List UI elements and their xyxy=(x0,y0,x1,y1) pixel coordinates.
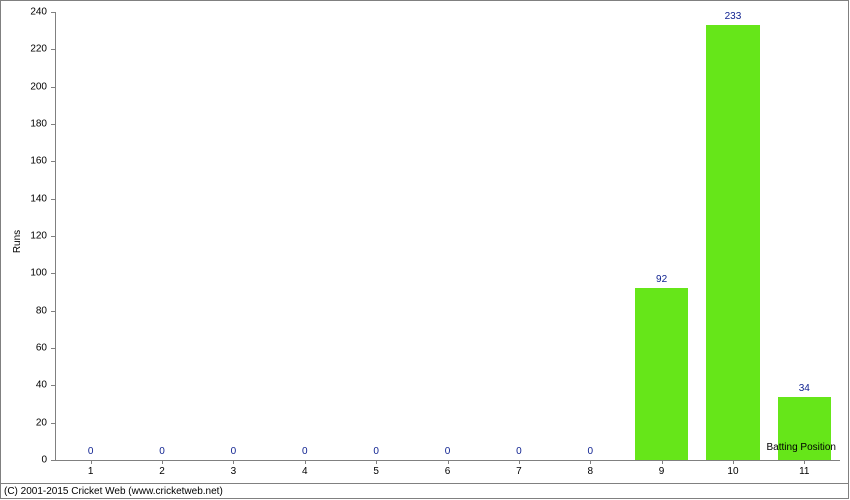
y-tick-label: 0 xyxy=(0,455,47,466)
y-axis-title: Runs xyxy=(12,230,23,253)
x-tick-label: 2 xyxy=(159,466,165,477)
bar-value-label: 0 xyxy=(159,446,165,457)
x-tick-label: 11 xyxy=(799,466,809,477)
bar-value-label: 0 xyxy=(373,446,379,457)
x-tick-label: 3 xyxy=(231,466,237,477)
bar xyxy=(635,288,689,460)
bar-value-label: 0 xyxy=(516,446,522,457)
bar-value-label: 0 xyxy=(587,446,593,457)
y-tick-label: 40 xyxy=(0,380,47,391)
bar xyxy=(706,25,760,460)
bar-value-label: 0 xyxy=(88,446,94,457)
x-tick-label: 4 xyxy=(302,466,308,477)
y-tick-label: 140 xyxy=(0,193,47,204)
y-tick-label: 200 xyxy=(0,81,47,92)
x-tick-label: 7 xyxy=(516,466,522,477)
footer-separator xyxy=(0,483,849,484)
y-tick-label: 100 xyxy=(0,268,47,279)
x-tick-label: 10 xyxy=(727,466,738,477)
bar-value-label: 0 xyxy=(302,446,308,457)
bar-value-label: 34 xyxy=(799,383,810,394)
bar-value-label: 0 xyxy=(445,446,451,457)
y-tick-label: 160 xyxy=(0,156,47,167)
y-tick-label: 80 xyxy=(0,305,47,316)
x-axis-line xyxy=(55,460,840,461)
bar-value-label: 0 xyxy=(231,446,237,457)
y-tick-label: 240 xyxy=(0,7,47,18)
x-tick-label: 1 xyxy=(88,466,94,477)
y-tick-label: 120 xyxy=(0,231,47,242)
x-tick-label: 6 xyxy=(445,466,451,477)
y-tick-label: 180 xyxy=(0,119,47,130)
x-tick-label: 5 xyxy=(373,466,379,477)
y-axis-line xyxy=(55,12,56,460)
bar-value-label: 92 xyxy=(656,274,667,285)
y-tick-label: 220 xyxy=(0,44,47,55)
x-tick-label: 8 xyxy=(587,466,593,477)
y-tick-label: 20 xyxy=(0,417,47,428)
x-axis-title: Batting Position xyxy=(767,442,837,453)
bar-value-label: 233 xyxy=(725,11,742,22)
x-tick-label: 9 xyxy=(659,466,665,477)
copyright-text: (C) 2001-2015 Cricket Web (www.cricketwe… xyxy=(4,486,223,497)
y-tick-label: 60 xyxy=(0,343,47,354)
